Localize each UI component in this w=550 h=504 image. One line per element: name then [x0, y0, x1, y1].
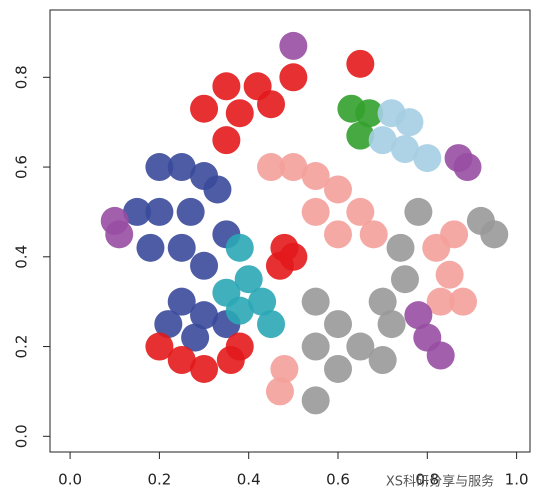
point — [176, 197, 205, 226]
point — [346, 332, 375, 361]
point — [265, 377, 294, 406]
point — [346, 121, 375, 150]
watermark: XS科研分享与服务 — [386, 474, 494, 490]
point — [377, 310, 406, 339]
point — [123, 197, 152, 226]
y-tick-label: 0.0 — [13, 424, 31, 448]
point — [167, 153, 196, 182]
point — [234, 265, 263, 294]
point — [301, 287, 330, 316]
y-tick-label: 0.4 — [13, 245, 31, 269]
point — [301, 162, 330, 191]
point — [390, 135, 419, 164]
point — [145, 153, 174, 182]
point — [368, 346, 397, 375]
point — [279, 31, 308, 60]
point — [167, 346, 196, 375]
point — [449, 287, 478, 316]
point — [435, 260, 464, 289]
point — [212, 278, 241, 307]
point — [324, 220, 352, 249]
point — [426, 287, 455, 316]
plot-frame — [49, 9, 531, 453]
point — [190, 251, 219, 280]
point — [440, 220, 469, 249]
x-tick-label: 1.0 — [505, 471, 529, 489]
point — [154, 310, 183, 339]
point — [359, 220, 388, 249]
point — [404, 197, 433, 226]
point — [270, 354, 299, 383]
point — [265, 251, 294, 280]
point — [225, 99, 254, 128]
point — [190, 94, 219, 123]
point — [212, 72, 241, 101]
point — [257, 310, 286, 339]
point — [279, 153, 308, 182]
point — [346, 49, 375, 78]
point — [145, 197, 174, 226]
point — [324, 310, 352, 339]
point — [346, 197, 375, 226]
x-tick-label: 0.8 — [415, 471, 439, 489]
point — [279, 63, 308, 92]
point — [301, 386, 330, 415]
point — [404, 301, 433, 330]
point — [167, 233, 196, 262]
y-tick-label: 0.6 — [13, 155, 31, 179]
point — [248, 287, 277, 316]
point — [212, 126, 241, 155]
point — [395, 108, 424, 137]
point — [301, 332, 330, 361]
point — [167, 287, 196, 316]
point — [190, 354, 219, 383]
y-tick-label: 0.2 — [13, 335, 31, 359]
point — [466, 206, 495, 235]
x-tick-label: 0.6 — [326, 471, 350, 489]
point — [190, 301, 219, 330]
x-tick-label: 0.4 — [237, 471, 261, 489]
point — [368, 126, 397, 155]
point — [257, 153, 286, 182]
y-tick-label: 0.8 — [13, 65, 31, 89]
point — [426, 341, 455, 370]
point — [301, 197, 330, 226]
point — [203, 175, 232, 204]
point — [368, 287, 397, 316]
point — [136, 233, 165, 262]
point — [257, 90, 286, 119]
point — [145, 332, 174, 361]
point — [324, 354, 352, 383]
point — [324, 175, 352, 204]
point — [225, 233, 254, 262]
point — [105, 220, 134, 249]
x-tick-label: 0.2 — [147, 471, 171, 489]
x-tick-label: 0.0 — [58, 471, 82, 489]
point — [386, 233, 415, 262]
point — [390, 265, 419, 294]
point — [453, 153, 482, 182]
point — [225, 332, 254, 361]
point — [413, 144, 442, 173]
point — [181, 323, 210, 352]
point — [355, 99, 384, 128]
